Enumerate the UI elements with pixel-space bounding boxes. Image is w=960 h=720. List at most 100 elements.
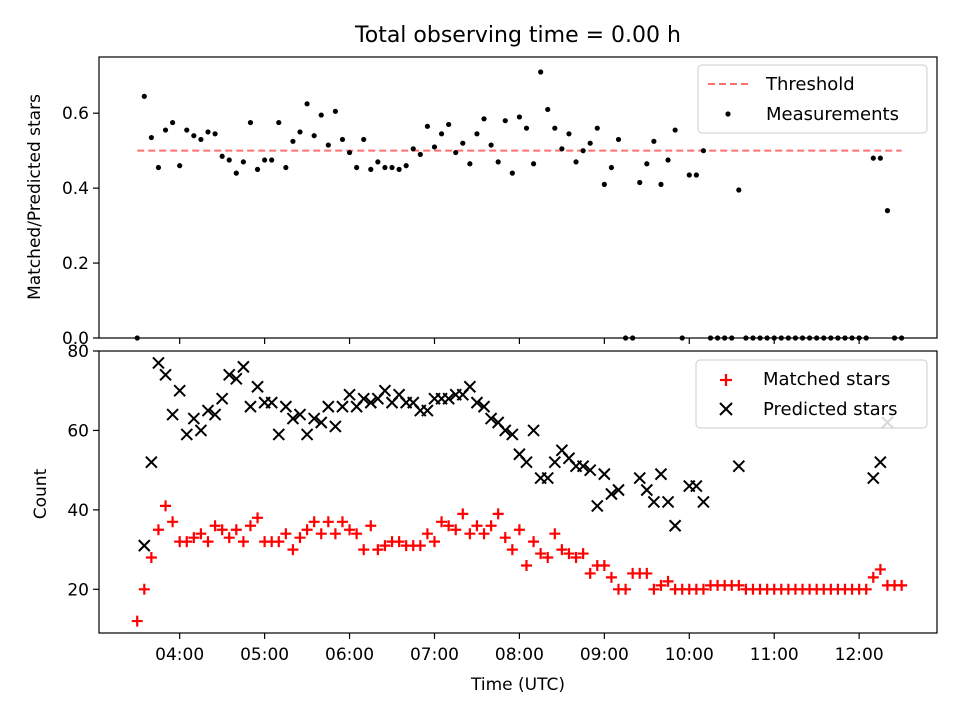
measurement-point <box>354 164 360 171</box>
predicted-star-point <box>300 428 314 441</box>
measurement-point <box>608 164 615 171</box>
matched-star-point <box>450 524 462 536</box>
bottom-x-ticks: 04:00 05:00 06:00 07:00 08:00 09:00 10:00 11:00… <box>155 633 884 665</box>
matched-star-point <box>436 516 448 528</box>
matched-star-point <box>329 528 341 540</box>
predicted-star-point <box>697 495 710 509</box>
matched-star-point <box>181 536 193 548</box>
predicted-star-point <box>690 479 703 493</box>
legend-matched-swatch <box>720 374 732 386</box>
measurement-point <box>743 335 749 341</box>
matched-star-point <box>301 524 313 536</box>
x-tick-label: 08:00 <box>495 645 544 665</box>
measurement-point <box>686 172 692 178</box>
matched-star-point <box>867 571 879 583</box>
measurement-point <box>488 142 494 148</box>
matched-star-point <box>471 520 483 532</box>
predicted-star-point <box>166 408 179 421</box>
matched-star-point <box>244 520 256 532</box>
matched-star-point <box>443 520 455 532</box>
predicted-star-point <box>230 372 243 386</box>
predicted-star-point <box>520 456 533 469</box>
predicted-star-point <box>591 499 604 513</box>
matched-star-point <box>188 532 200 544</box>
predicted-star-point <box>477 400 491 413</box>
predicted-star-point <box>315 416 328 429</box>
predicted-star-point <box>223 368 236 382</box>
top-y-ticks: 0.0 0.2 0.4 0.6 <box>62 104 99 349</box>
matched-star-point <box>252 512 264 524</box>
predicted-star-point <box>378 384 392 397</box>
predicted-star-point <box>541 471 554 485</box>
measurement-point <box>382 164 388 171</box>
predicted-star-point <box>598 467 611 481</box>
predicted-star-point <box>187 412 201 425</box>
matched-star-point <box>365 520 377 532</box>
predicted-star-point <box>484 412 498 425</box>
matched-star-point <box>556 544 568 556</box>
matched-star-point <box>641 567 653 579</box>
measurement-point <box>884 208 891 214</box>
measurement-point <box>233 170 239 176</box>
measurement-point <box>198 136 204 143</box>
measurement-point <box>148 134 154 141</box>
matched-star-point <box>414 540 426 552</box>
measurement-point <box>693 172 699 178</box>
legend-predicted-label: Predicted stars <box>763 399 897 420</box>
x-tick-label: 11:00 <box>750 645 799 665</box>
measurement-point <box>162 127 169 133</box>
measurement-point <box>722 335 728 341</box>
matched-star-point <box>662 575 674 587</box>
predicted-star-point <box>265 396 278 409</box>
matched-star-point <box>372 544 384 556</box>
matched-star-point <box>733 579 745 591</box>
predicted-star-point <box>527 424 540 437</box>
matched-star-point <box>513 524 525 536</box>
x-tick-label: 12:00 <box>835 645 884 665</box>
measurement-point <box>679 335 685 341</box>
predicted-star-point <box>215 392 229 405</box>
predicted-star-point <box>251 380 264 393</box>
measurement-point <box>495 159 501 165</box>
bottom-y-ticks: 20 40 60 80 <box>67 342 99 600</box>
top-axes-frame <box>98 56 938 339</box>
predicted-star-point <box>421 404 434 417</box>
measurement-point <box>771 335 777 341</box>
x-tick-label: 09:00 <box>580 645 629 665</box>
measurement-point <box>814 335 820 341</box>
legend-matched-label: Matched stars <box>763 369 890 390</box>
measurement-point <box>615 136 622 143</box>
measurement-point <box>516 114 523 120</box>
predicted-star-point <box>732 459 746 473</box>
predicted-star-point <box>470 396 484 409</box>
predicted-star-point <box>336 400 349 413</box>
measurement-point <box>446 121 452 128</box>
matched-star-point <box>542 552 554 564</box>
matched-star-point <box>874 563 886 575</box>
measurement-point <box>240 159 246 165</box>
measurement-point <box>792 335 799 341</box>
predicted-star-point <box>194 424 208 437</box>
measurement-point <box>637 179 643 186</box>
matched-star-point <box>344 524 356 536</box>
measurement-point <box>410 146 416 152</box>
measurement-point <box>290 138 296 144</box>
predicted-star-point <box>647 495 661 509</box>
measurement-point <box>523 125 530 131</box>
bottom-axes-frame <box>98 350 938 634</box>
measurement-point <box>184 127 190 133</box>
measurement-point <box>785 335 791 341</box>
measurement-point <box>346 149 353 156</box>
top-y-tick-label: 0.2 <box>62 254 89 274</box>
chart-title: Total observing time = 0.00 h <box>354 23 681 48</box>
matched-star-point <box>280 528 292 540</box>
measurement-point <box>757 335 763 341</box>
measurement-point <box>474 131 480 137</box>
measurement-point <box>764 335 770 341</box>
top-y-tick-label: 0.0 <box>62 329 89 349</box>
matched-star-point <box>528 536 540 548</box>
measurement-point <box>389 164 395 171</box>
bottom-y-axis-label: Count <box>31 468 51 519</box>
predicted-star-point <box>576 459 590 473</box>
predicted-stars-points <box>138 356 894 552</box>
